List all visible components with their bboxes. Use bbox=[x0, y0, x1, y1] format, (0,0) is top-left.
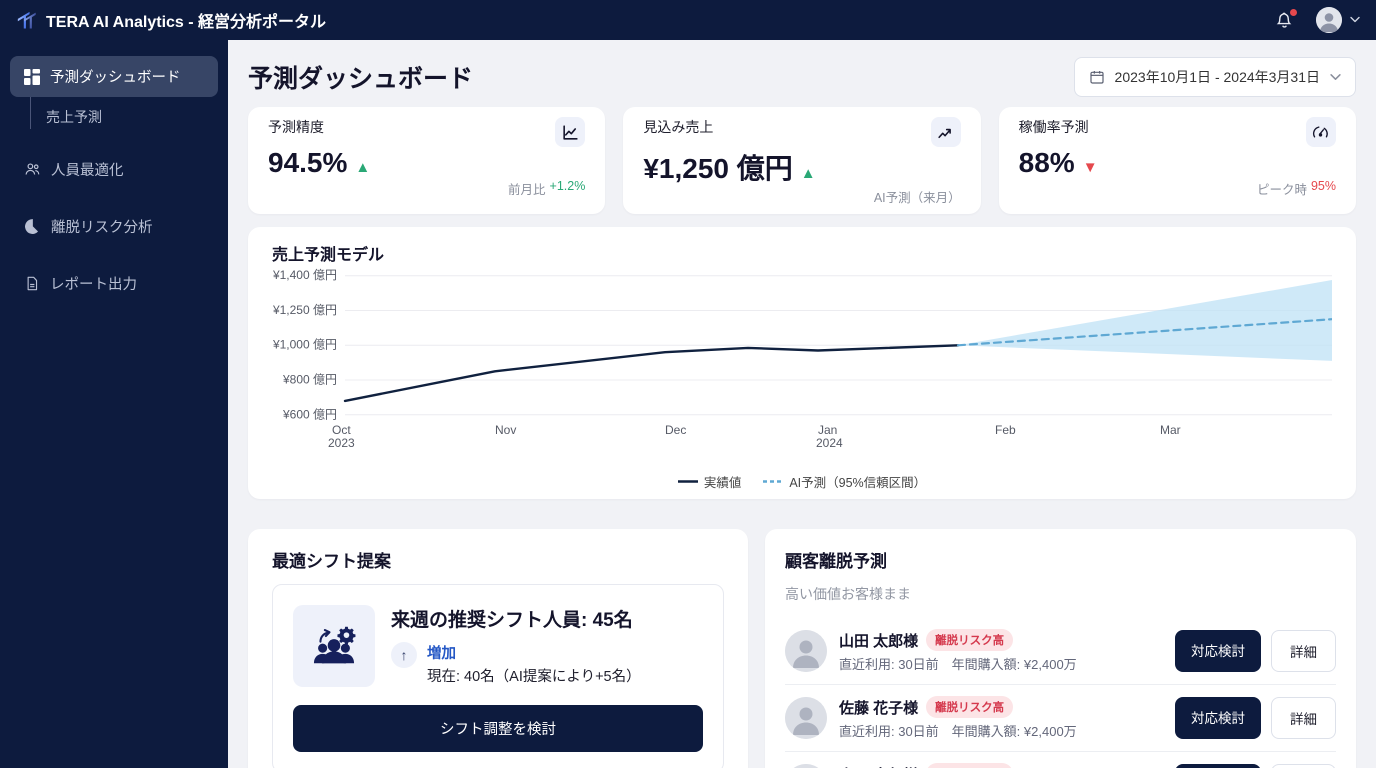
svg-text:¥600 億円: ¥600 億円 bbox=[282, 407, 337, 421]
svg-text:Dec: Dec bbox=[665, 423, 686, 437]
svg-text:2023: 2023 bbox=[328, 436, 355, 450]
svg-text:Mar: Mar bbox=[1160, 423, 1181, 437]
svg-text:¥1,000 億円: ¥1,000 億円 bbox=[272, 338, 337, 352]
svg-text:Nov: Nov bbox=[495, 423, 516, 437]
svg-text:¥1,400 億円: ¥1,400 億円 bbox=[272, 268, 337, 282]
svg-text:¥1,250 億円: ¥1,250 億円 bbox=[272, 303, 337, 317]
svg-text:Jan: Jan bbox=[818, 423, 837, 437]
svg-text:Feb: Feb bbox=[995, 423, 1016, 437]
svg-text:Oct: Oct bbox=[332, 423, 351, 437]
svg-text:2024: 2024 bbox=[816, 436, 843, 450]
svg-text:¥800 億円: ¥800 億円 bbox=[282, 373, 337, 387]
